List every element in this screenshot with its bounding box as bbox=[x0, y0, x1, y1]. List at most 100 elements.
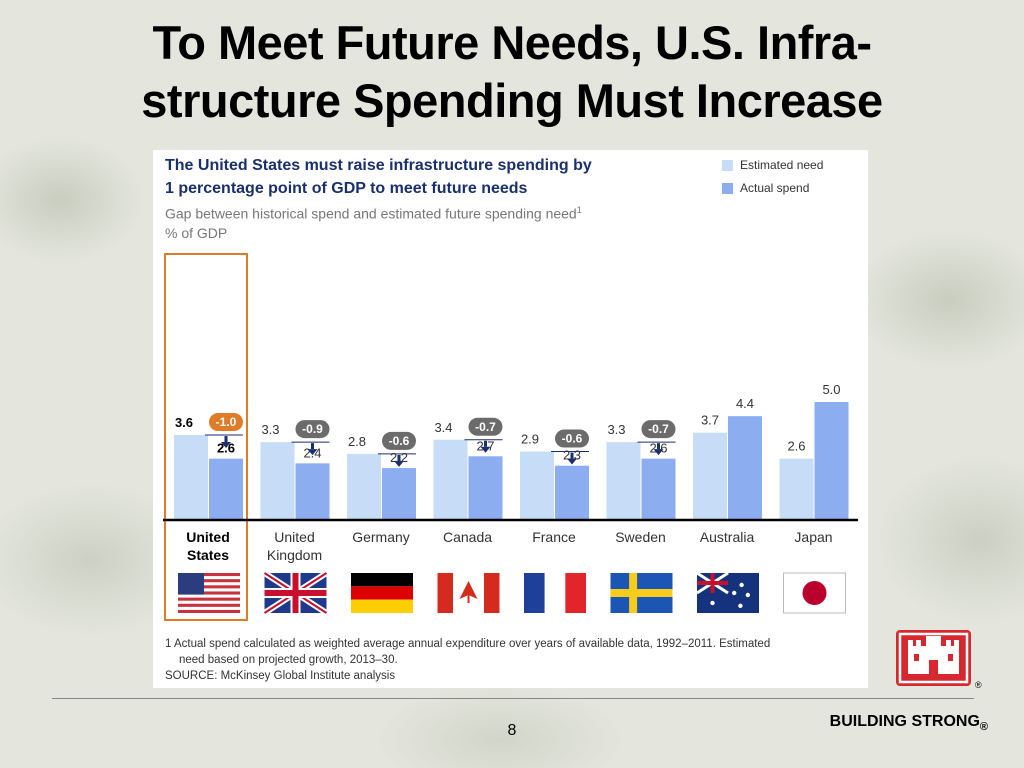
category-label: States bbox=[187, 547, 229, 563]
fr-band bbox=[544, 573, 566, 613]
gap-arrow-head bbox=[480, 446, 491, 453]
gap-label: -0.9 bbox=[302, 422, 323, 436]
gap-label: -0.7 bbox=[648, 422, 669, 436]
bar-actual-spend bbox=[641, 458, 676, 520]
data-label-estimated: 2.8 bbox=[348, 434, 366, 449]
de-band bbox=[351, 599, 413, 613]
us-stripe bbox=[178, 603, 240, 607]
se-cross bbox=[610, 589, 673, 597]
gap-badge bbox=[468, 417, 503, 436]
flag-canada-flag bbox=[437, 573, 500, 613]
legend-item-estimated: Estimated need bbox=[722, 158, 823, 172]
au-star bbox=[745, 592, 751, 598]
gap-badge bbox=[382, 431, 416, 450]
category-label: Germany bbox=[352, 529, 410, 545]
gap-arrow-head bbox=[653, 449, 664, 456]
bar-actual-spend bbox=[209, 458, 243, 520]
slide-title: To Meet Future Needs, U.S. Infra- struct… bbox=[0, 14, 1024, 130]
bar-estimated-need bbox=[693, 432, 727, 520]
y-axis-label: % of GDP bbox=[165, 225, 228, 241]
flag-france-flag bbox=[524, 573, 586, 613]
bar-actual-spend bbox=[814, 402, 849, 520]
logo-registered-mark: ® bbox=[975, 680, 982, 690]
gap-arrow-head bbox=[394, 460, 404, 467]
us-stripe bbox=[178, 585, 240, 589]
legend-swatch-actual bbox=[722, 183, 733, 194]
flag-australia-flag bbox=[696, 571, 759, 613]
ca-band bbox=[437, 573, 453, 613]
bar-actual-spend bbox=[728, 416, 762, 520]
data-label-estimated: 3.3 bbox=[607, 422, 625, 437]
category-label: United bbox=[274, 529, 314, 545]
ca-stem bbox=[467, 595, 470, 603]
us-canton bbox=[178, 573, 205, 595]
au-star bbox=[710, 600, 715, 606]
footnote-line1: 1 Actual spend calculated as weighted av… bbox=[165, 638, 771, 650]
gap-arrow-head bbox=[221, 442, 231, 449]
gap-badge bbox=[555, 429, 589, 448]
ca-maple-leaf bbox=[459, 581, 478, 599]
gap-badge bbox=[641, 420, 676, 439]
bar-estimated-need bbox=[260, 442, 295, 520]
bar-estimated-need bbox=[174, 435, 208, 520]
flag-japan-flag bbox=[783, 572, 846, 614]
flag-sweden-flag bbox=[610, 573, 673, 613]
slide-title-line2: structure Spending Must Increase bbox=[141, 74, 883, 127]
de-band bbox=[351, 586, 413, 600]
gap-arrow-head bbox=[307, 449, 318, 456]
category-label: United bbox=[186, 529, 230, 545]
fr-band bbox=[524, 573, 545, 613]
fr-band bbox=[565, 573, 586, 613]
gap-label: -0.7 bbox=[475, 420, 496, 434]
au-cross bbox=[697, 581, 728, 585]
data-label-estimated: 3.6 bbox=[175, 415, 193, 430]
bar-actual-spend bbox=[295, 463, 330, 520]
bar-estimated-need bbox=[606, 442, 641, 520]
bar-estimated-need bbox=[433, 439, 468, 520]
au-star bbox=[739, 582, 744, 588]
category-label: Japan bbox=[794, 529, 832, 545]
gap-label: -0.6 bbox=[389, 434, 410, 448]
highlight-box-united-states bbox=[164, 253, 248, 621]
data-label-estimated: 2.6 bbox=[787, 439, 805, 454]
chart-subtitle-sup: 1 bbox=[576, 205, 582, 215]
building-strong-text: BUILDING STRONG bbox=[829, 713, 980, 730]
bar-estimated-need bbox=[520, 451, 554, 520]
gap-label: -0.6 bbox=[562, 432, 583, 446]
gap-label: -1.0 bbox=[216, 415, 237, 429]
category-label: Canada bbox=[443, 529, 492, 545]
legend-label-actual: Actual spend bbox=[740, 181, 810, 195]
gap-arrow-head bbox=[567, 458, 577, 465]
us-stripe bbox=[178, 609, 240, 613]
data-label-estimated: 2.9 bbox=[521, 432, 539, 447]
footer-divider bbox=[52, 698, 974, 699]
data-label-actual: 4.4 bbox=[736, 396, 754, 411]
source-note: SOURCE: McKinsey Global Institute analys… bbox=[165, 670, 396, 682]
au-star bbox=[732, 590, 737, 596]
bar-actual-spend bbox=[468, 456, 503, 520]
ca-band bbox=[484, 573, 500, 613]
chart-subtitle: Gap between historical spend and estimat… bbox=[165, 205, 582, 222]
data-label-actual: 5.0 bbox=[822, 382, 840, 397]
usace-castle-logo bbox=[896, 630, 971, 686]
data-label-estimated: 3.7 bbox=[701, 413, 719, 428]
jp-disc bbox=[802, 581, 827, 605]
flag-uk-flag bbox=[262, 570, 329, 616]
data-label-estimated: 3.3 bbox=[261, 422, 279, 437]
bar-estimated-need bbox=[779, 458, 814, 520]
legend-item-actual: Actual spend bbox=[722, 181, 810, 195]
category-label: Sweden bbox=[615, 529, 666, 545]
chart-panel: The United States must raise infrastruct… bbox=[153, 150, 868, 688]
gap-badge bbox=[209, 413, 243, 432]
us-stripe bbox=[178, 591, 240, 595]
chart-title-line1: The United States must raise infrastruct… bbox=[165, 157, 592, 174]
us-stripe bbox=[178, 597, 240, 601]
building-strong-tagline: BUILDING STRONG® bbox=[830, 713, 988, 733]
us-stripe bbox=[178, 573, 240, 577]
bar-actual-spend bbox=[555, 465, 589, 520]
page-number: 8 bbox=[507, 722, 517, 739]
bar-actual-spend bbox=[382, 468, 416, 520]
chart-title-line2: 1 percentage point of GDP to meet future… bbox=[165, 180, 528, 197]
flag-germany-flag bbox=[351, 573, 413, 613]
category-label: Australia bbox=[700, 529, 755, 545]
